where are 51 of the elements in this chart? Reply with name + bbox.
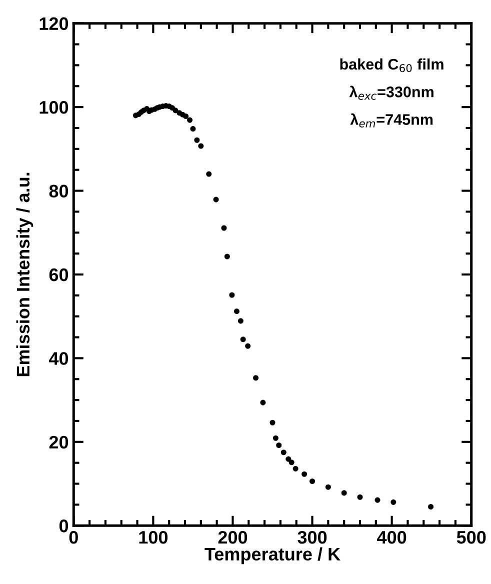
point xyxy=(325,484,331,490)
point xyxy=(428,504,434,510)
point xyxy=(190,126,196,132)
point xyxy=(288,460,294,466)
point xyxy=(198,143,204,149)
annotation: λ$_{em}$=745nm xyxy=(350,113,433,128)
point xyxy=(224,254,230,260)
y-tick-label: 80 xyxy=(49,184,68,198)
point xyxy=(280,450,286,456)
x-tick-label: 400 xyxy=(377,530,406,544)
point xyxy=(229,292,235,298)
y-tick-label: 40 xyxy=(48,352,68,365)
x-tick-label: 200 xyxy=(218,530,248,544)
point xyxy=(292,466,298,472)
x-axis-title: Temperature / K xyxy=(204,547,340,564)
point xyxy=(270,420,276,426)
x-tick-label: 300 xyxy=(298,530,327,544)
point xyxy=(172,108,178,114)
point xyxy=(234,308,240,314)
point xyxy=(183,113,189,120)
point xyxy=(286,456,292,462)
x-tick-label: 500 xyxy=(456,530,486,544)
y-axis-title: Emission Intensity / a.u. xyxy=(16,172,34,376)
point xyxy=(253,375,259,381)
point xyxy=(221,225,227,231)
point xyxy=(276,442,282,448)
x-tick-label: 100 xyxy=(139,530,168,544)
point xyxy=(390,499,396,505)
point xyxy=(374,497,380,503)
point xyxy=(272,435,278,441)
point xyxy=(194,137,200,143)
point xyxy=(213,196,219,202)
point xyxy=(341,490,347,496)
point xyxy=(310,478,316,484)
point xyxy=(240,336,246,342)
y-tick-label: 100 xyxy=(40,101,68,114)
y-tick-label: 20 xyxy=(49,436,68,449)
annotation: baked C$_{60}$ film xyxy=(340,58,444,72)
x-tick-label: 0 xyxy=(69,530,78,544)
point xyxy=(302,471,308,477)
y-tick-label: 120 xyxy=(40,17,68,30)
y-tick-label: 0 xyxy=(59,520,68,532)
y-tick-label: 60 xyxy=(49,268,68,282)
point xyxy=(206,171,212,177)
point xyxy=(260,400,266,406)
point xyxy=(187,117,193,123)
point xyxy=(238,318,244,324)
point xyxy=(357,494,363,500)
point xyxy=(170,105,176,111)
point xyxy=(245,343,251,349)
annotation: λ$_{exc}$=330nm xyxy=(349,86,434,100)
